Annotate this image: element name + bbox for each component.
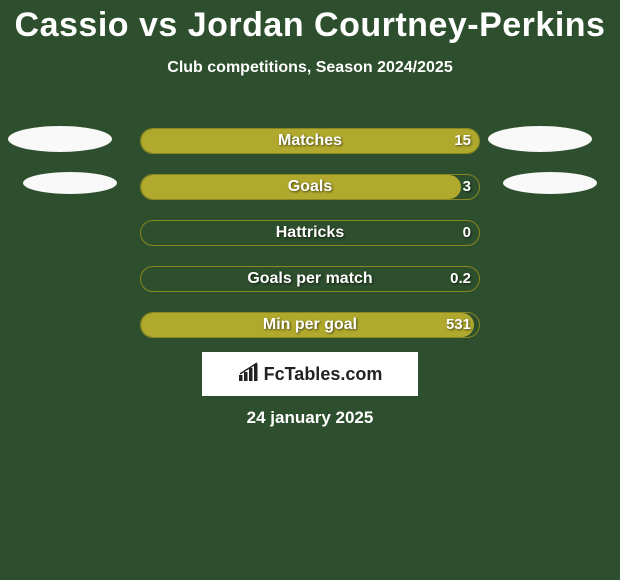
stat-bar: Min per goal531: [140, 312, 480, 338]
logo-label: FcTables.com: [264, 364, 383, 385]
subtitle: Club competitions, Season 2024/2025: [0, 45, 620, 77]
comparison-card: Cassio vs Jordan Courtney-Perkins Club c…: [0, 0, 620, 580]
date-label: 24 january 2025: [0, 408, 620, 428]
page-title: Cassio vs Jordan Courtney-Perkins: [0, 0, 620, 45]
stat-label: Goals: [141, 178, 479, 196]
bars-growth-icon: [238, 362, 260, 387]
stat-value: 0.2: [450, 270, 471, 287]
stat-value: 0: [463, 224, 471, 241]
logo-text: FcTables.com: [238, 362, 383, 387]
stat-bar: Goals3: [140, 174, 480, 200]
stat-label: Matches: [141, 132, 479, 150]
stat-value: 15: [454, 132, 471, 149]
stat-value: 3: [463, 178, 471, 195]
stat-row: Goals per match0.2: [0, 256, 620, 302]
stat-label: Goals per match: [141, 270, 479, 288]
logo-box[interactable]: FcTables.com: [202, 352, 418, 396]
player-avatar-left: [8, 126, 112, 152]
stat-label: Hattricks: [141, 224, 479, 242]
stat-bar: Matches15: [140, 128, 480, 154]
stat-row: Hattricks0: [0, 210, 620, 256]
player-avatar-left: [23, 172, 117, 194]
player-avatar-right: [503, 172, 597, 194]
stat-row: Goals3: [0, 164, 620, 210]
stat-bar: Hattricks0: [140, 220, 480, 246]
stat-value: 531: [446, 316, 471, 333]
player-avatar-right: [488, 126, 592, 152]
stat-rows: Matches15 Goals3 Hattricks0 Goals per match…: [0, 118, 620, 348]
stat-row: Matches15: [0, 118, 620, 164]
stat-bar: Goals per match0.2: [140, 266, 480, 292]
stat-label: Min per goal: [141, 316, 479, 334]
stat-row: Min per goal531: [0, 302, 620, 348]
